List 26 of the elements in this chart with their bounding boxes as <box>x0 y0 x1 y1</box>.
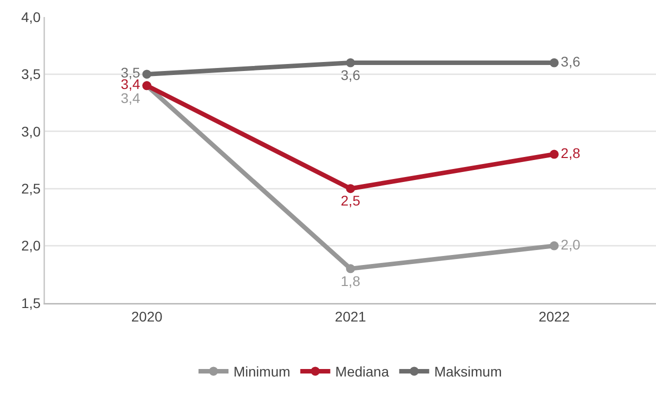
point <box>346 58 355 68</box>
data-label: 2,5 <box>340 192 360 209</box>
x-tick-label: 2020 <box>131 308 163 324</box>
x-tick-label: 2022 <box>538 308 570 324</box>
y-tick-label: 2,0 <box>21 238 41 254</box>
point <box>346 264 355 274</box>
y-tick-label: 1,5 <box>21 294 41 311</box>
data-label: 1,8 <box>340 272 360 289</box>
point <box>346 184 355 194</box>
point <box>550 150 559 159</box>
data-label: 2,0 <box>560 236 580 252</box>
y-tick-label: 2,5 <box>21 180 41 196</box>
point <box>142 70 152 79</box>
x-tick-label: 2021 <box>334 308 366 324</box>
data-label: 3,6 <box>560 53 580 70</box>
point <box>550 241 559 250</box>
y-tick-label: 3,0 <box>21 123 41 140</box>
data-label: 3,6 <box>340 66 360 83</box>
legend-label: Mediana <box>335 364 390 380</box>
point <box>550 58 559 68</box>
data-label: 2,8 <box>560 144 580 161</box>
data-label: 3,4 <box>120 90 140 106</box>
legend-label: Maksimum <box>434 364 502 380</box>
y-tick-label: 4,0 <box>21 8 41 25</box>
legend-label: Minimum <box>234 364 290 380</box>
y-tick-label: 3,5 <box>21 66 41 82</box>
